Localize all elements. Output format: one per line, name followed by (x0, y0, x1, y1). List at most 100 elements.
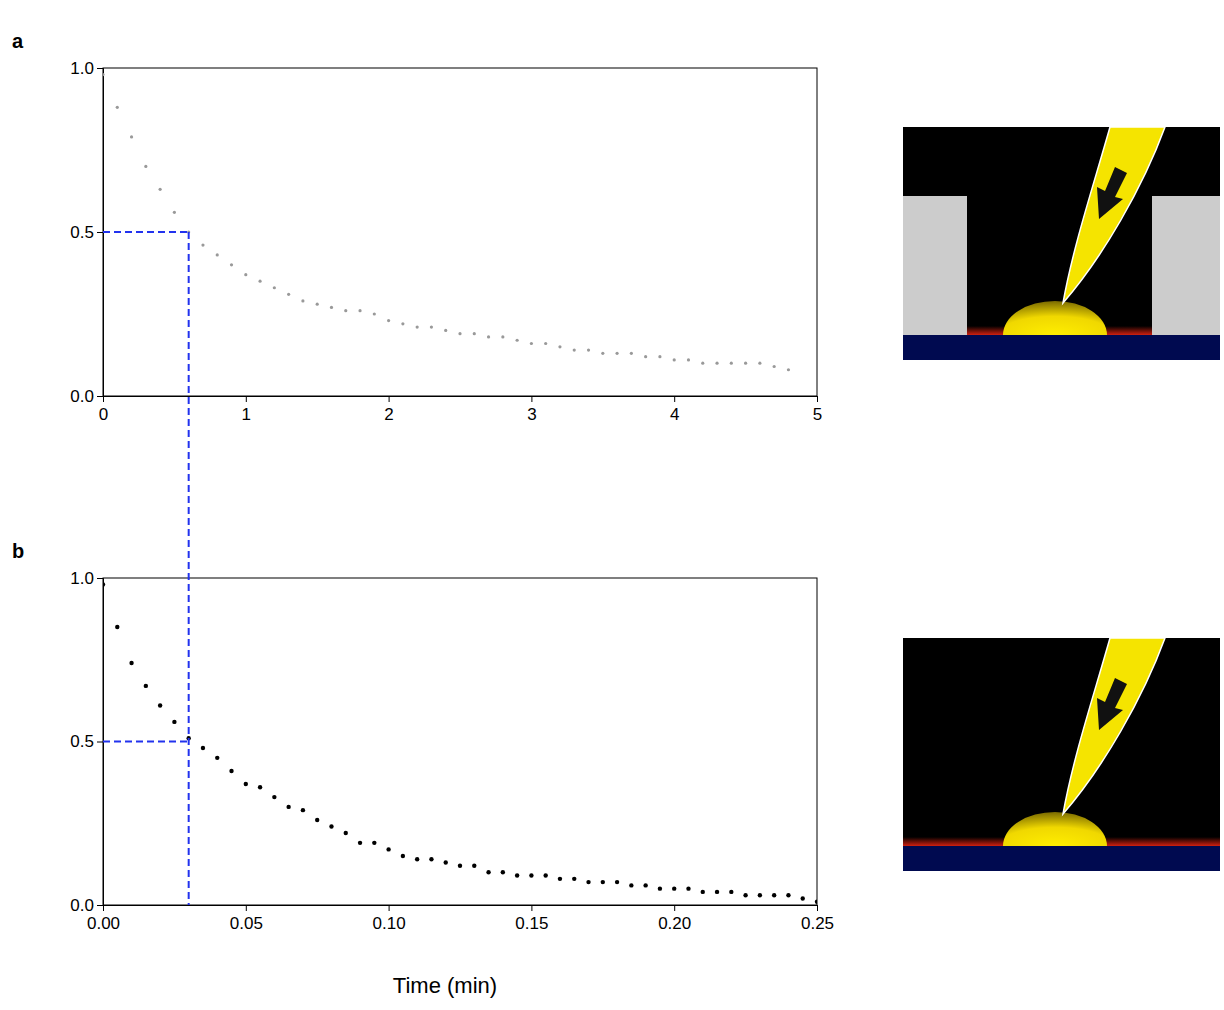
data-point (643, 883, 647, 887)
figure: 0123450.00.51.0a0.000.050.100.150.200.25… (0, 0, 1224, 1010)
panel-1: 0.000.050.100.150.200.250.00.51.0bTime (… (12, 540, 834, 998)
data-point (715, 890, 719, 894)
data-point (216, 253, 219, 256)
data-point (701, 362, 704, 365)
data-point (472, 864, 476, 868)
data-point (815, 900, 817, 904)
data-point (429, 857, 433, 861)
data-point (744, 362, 747, 365)
data-point (758, 362, 761, 365)
data-point (515, 873, 519, 877)
data-point (230, 263, 233, 266)
x-tick: 0.05 (230, 905, 263, 933)
data-point (330, 306, 333, 309)
data-point (401, 854, 405, 858)
data-point (715, 362, 718, 365)
y-tick-label: 0.0 (70, 896, 94, 915)
data-point (416, 326, 419, 329)
schematic-background (903, 127, 1220, 360)
data-point (601, 352, 604, 355)
data-point (644, 355, 647, 358)
data-point (273, 286, 276, 289)
x-tick: 3 (527, 396, 536, 424)
data-point (201, 244, 204, 247)
data-point (629, 883, 633, 887)
data-point (287, 293, 290, 296)
data-point (701, 890, 705, 894)
data-point (172, 720, 176, 724)
x-tick-mark (531, 396, 532, 402)
y-tick-mark (97, 68, 103, 69)
data-point (543, 873, 547, 877)
data-point (444, 329, 447, 332)
data-point (486, 870, 490, 874)
data-point (601, 880, 605, 884)
data-point (103, 582, 105, 586)
data-point (401, 322, 404, 325)
data-point (258, 280, 261, 283)
y-tick: 0.5 (70, 223, 103, 242)
y-tick-mark (97, 905, 103, 906)
x-tick-mark (531, 905, 532, 911)
data-point (258, 785, 262, 789)
data-point (244, 273, 247, 276)
y-tick: 0.0 (70, 387, 103, 406)
x-axis-line (104, 906, 818, 912)
data-point (530, 342, 533, 345)
data-point (144, 165, 147, 168)
x-tick-label: 1 (242, 405, 251, 424)
data-point (387, 319, 390, 322)
y-tick-label: 0.5 (70, 223, 94, 242)
pipette (1063, 127, 1165, 303)
data-point (301, 299, 304, 302)
data-point (501, 335, 504, 338)
y-tick: 0.0 (70, 896, 103, 915)
data-point (743, 893, 747, 897)
data-point (773, 365, 776, 368)
panel-0: 0123450.00.51.0a (12, 30, 822, 424)
data-point (116, 106, 119, 109)
x-tick: 2 (384, 396, 393, 424)
x-axis: 0.000.050.100.150.200.25 (87, 905, 834, 933)
x-tick-label: 0.15 (515, 914, 548, 933)
data-point (529, 873, 533, 877)
x-tick: 0.20 (658, 905, 691, 933)
dye-spot (1003, 301, 1107, 335)
data-point (572, 877, 576, 881)
data-point (201, 746, 205, 750)
data-point (103, 73, 105, 76)
data-point (558, 877, 562, 881)
x-tick-label: 0.20 (658, 914, 691, 933)
data-point (729, 890, 733, 894)
y-axis-line (97, 69, 104, 397)
data-point (130, 135, 133, 138)
data-point (573, 348, 576, 351)
x-tick: 5 (813, 396, 822, 424)
x-tick-label: 0.00 (87, 914, 120, 933)
data-point (615, 352, 618, 355)
x-tick-label: 3 (527, 405, 536, 424)
plot-frame (103, 578, 817, 905)
arrow (1097, 678, 1127, 730)
data-point (415, 857, 419, 861)
data-points (103, 582, 817, 904)
y-axis-line (97, 579, 104, 906)
x-axis: 012345 (99, 396, 822, 424)
y-tick-label: 1.0 (70, 569, 94, 588)
x-tick-label: 2 (384, 405, 393, 424)
data-point (772, 893, 776, 897)
wall (1152, 196, 1220, 335)
x-tick: 0.15 (515, 905, 548, 933)
data-point (373, 312, 376, 315)
data-point (658, 355, 661, 358)
data-point (244, 782, 248, 786)
data-point (159, 188, 162, 191)
x-tick: 1 (242, 396, 251, 424)
data-point (473, 332, 476, 335)
x-axis-line (104, 397, 818, 403)
y-tick: 1.0 (70, 59, 103, 78)
x-tick: 0.10 (373, 905, 406, 933)
y-tick: 1.0 (70, 569, 103, 588)
data-point (458, 332, 461, 335)
data-point (144, 684, 148, 688)
